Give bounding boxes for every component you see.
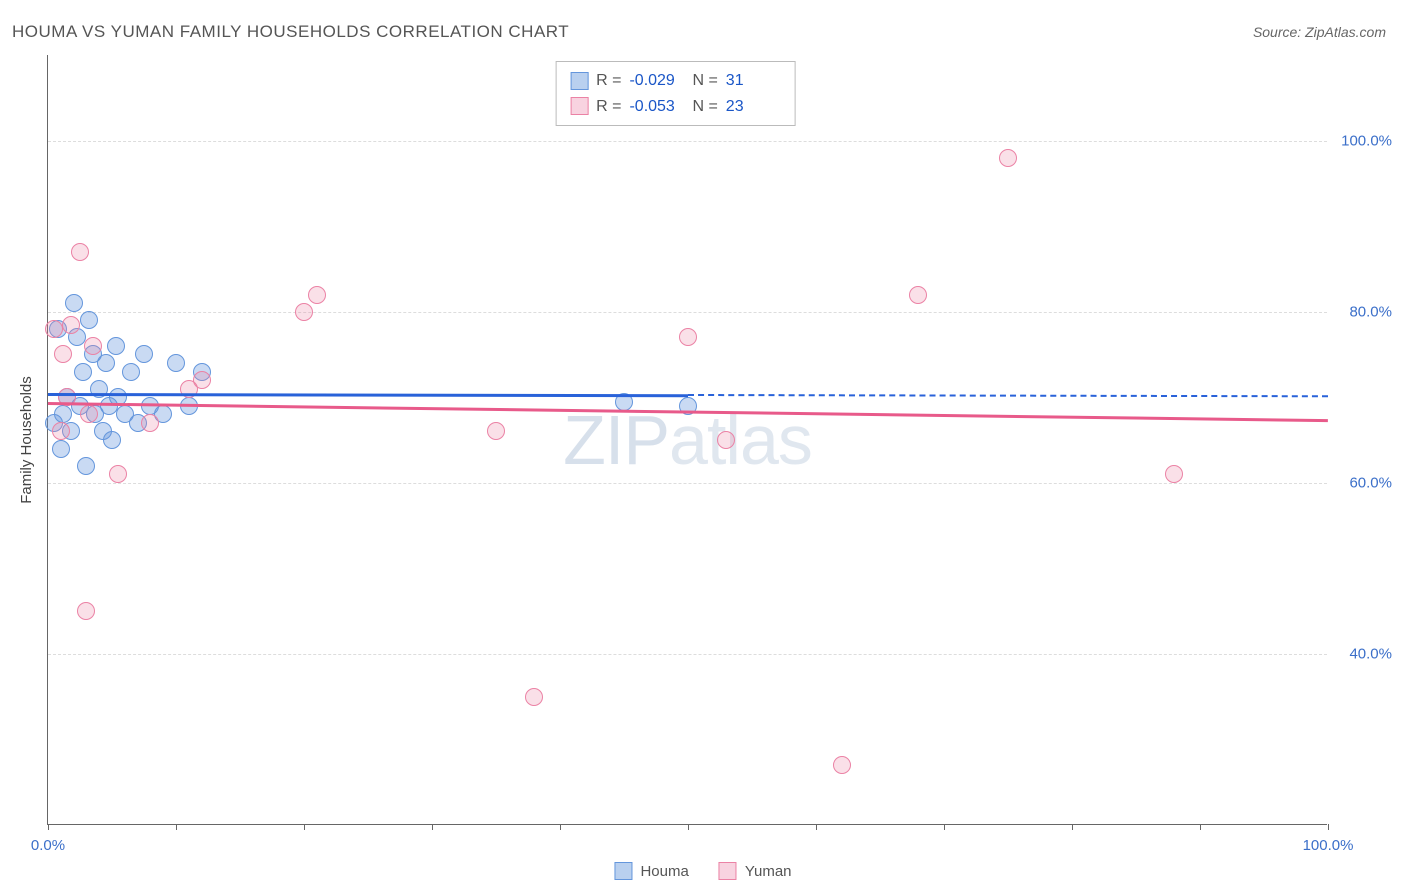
x-tick <box>176 824 177 830</box>
y-tick-label: 80.0% <box>1349 303 1392 320</box>
data-point-yuman <box>62 316 80 334</box>
data-point-yuman <box>84 337 102 355</box>
plot-area: ZIPatlas R = -0.029 N = 31 R = -0.053 N … <box>47 55 1327 825</box>
trend-line <box>688 394 1328 397</box>
legend-label-yuman: Yuman <box>745 863 792 880</box>
data-point-yuman <box>54 345 72 363</box>
data-point-houma <box>74 363 92 381</box>
chart-title: HOUMA VS YUMAN FAMILY HOUSEHOLDS CORRELA… <box>12 22 569 42</box>
data-point-yuman <box>909 286 927 304</box>
x-tick <box>816 824 817 830</box>
data-point-houma <box>65 294 83 312</box>
x-tick <box>560 824 561 830</box>
y-tick-label: 40.0% <box>1349 645 1392 662</box>
stats-row-houma: R = -0.029 N = 31 <box>570 68 781 94</box>
data-point-yuman <box>679 328 697 346</box>
stats-row-yuman: R = -0.053 N = 23 <box>570 94 781 120</box>
x-tick <box>688 824 689 830</box>
legend-item-yuman: Yuman <box>719 862 792 880</box>
trend-line <box>48 393 688 397</box>
data-point-yuman <box>80 405 98 423</box>
data-point-houma <box>80 311 98 329</box>
y-tick-label: 60.0% <box>1349 474 1392 491</box>
data-point-yuman <box>525 688 543 706</box>
r-value-houma: -0.029 <box>629 68 684 94</box>
data-point-yuman <box>141 414 159 432</box>
data-point-yuman <box>487 422 505 440</box>
swatch-yuman-icon <box>570 97 588 115</box>
r-value-yuman: -0.053 <box>629 94 684 120</box>
n-label: N = <box>692 94 717 120</box>
r-label: R = <box>596 94 621 120</box>
gridline <box>48 654 1327 655</box>
data-point-houma <box>167 354 185 372</box>
swatch-houma-icon <box>570 72 588 90</box>
data-point-yuman <box>45 320 63 338</box>
data-point-yuman <box>109 465 127 483</box>
data-point-yuman <box>717 431 735 449</box>
data-point-yuman <box>52 422 70 440</box>
swatch-yuman-icon <box>719 862 737 880</box>
gridline <box>48 141 1327 142</box>
n-label: N = <box>692 68 717 94</box>
data-point-yuman <box>71 243 89 261</box>
bottom-legend: Houma Yuman <box>614 862 791 880</box>
data-point-houma <box>77 457 95 475</box>
x-tick <box>944 824 945 830</box>
data-point-houma <box>97 354 115 372</box>
data-point-yuman <box>308 286 326 304</box>
gridline <box>48 483 1327 484</box>
legend-item-houma: Houma <box>614 862 688 880</box>
legend-label-houma: Houma <box>640 863 688 880</box>
x-tick <box>304 824 305 830</box>
y-axis-label: Family Households <box>18 376 35 504</box>
n-value-yuman: 23 <box>726 94 781 120</box>
x-tick <box>432 824 433 830</box>
y-tick-label: 100.0% <box>1341 132 1392 149</box>
source-label: Source: ZipAtlas.com <box>1253 24 1386 40</box>
r-label: R = <box>596 68 621 94</box>
data-point-houma <box>52 440 70 458</box>
x-tick <box>1200 824 1201 830</box>
data-point-yuman <box>77 602 95 620</box>
data-point-yuman <box>295 303 313 321</box>
data-point-yuman <box>999 149 1017 167</box>
data-point-houma <box>107 337 125 355</box>
x-tick <box>1328 824 1329 830</box>
data-point-houma <box>54 405 72 423</box>
data-point-yuman <box>1165 465 1183 483</box>
x-tick-label: 0.0% <box>31 837 65 854</box>
data-point-yuman <box>833 756 851 774</box>
data-point-houma <box>122 363 140 381</box>
stats-box: R = -0.029 N = 31 R = -0.053 N = 23 <box>555 61 796 126</box>
n-value-houma: 31 <box>726 68 781 94</box>
x-tick-label: 100.0% <box>1303 837 1354 854</box>
gridline <box>48 312 1327 313</box>
data-point-houma <box>135 345 153 363</box>
swatch-houma-icon <box>614 862 632 880</box>
data-point-houma <box>103 431 121 449</box>
data-point-yuman <box>193 371 211 389</box>
x-tick <box>48 824 49 830</box>
x-tick <box>1072 824 1073 830</box>
